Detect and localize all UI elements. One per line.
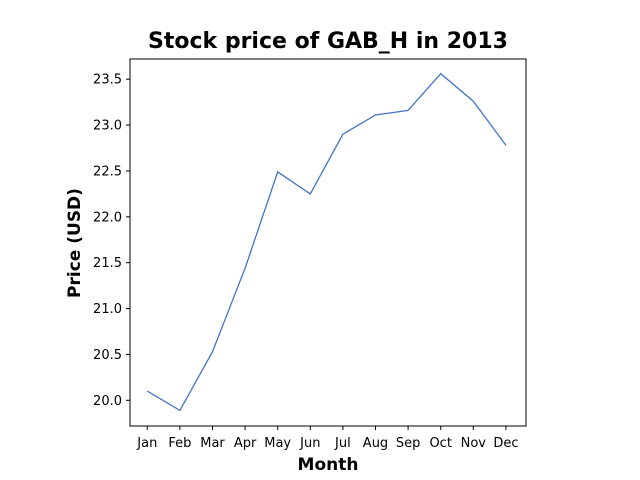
x-tick-label: Mar [200,436,225,451]
x-tick-label: Apr [234,436,257,451]
y-tick-label: 20.5 [93,348,122,363]
x-axis-label: Month [298,455,359,475]
x-tick-label: Feb [168,436,191,451]
x-tick-label: Oct [429,436,451,451]
x-tick-label: Jul [334,436,351,451]
x-tick-label: May [264,436,291,451]
y-axis: 20.0 20.5 21.0 21.5 22.0 22.5 23.0 23.5 [93,73,130,409]
y-tick-label: 21.0 [93,302,122,317]
y-tick-label: 23.0 [93,119,122,134]
x-tick-label: Aug [363,436,388,451]
x-tick-label: Jun [299,436,320,451]
plot-area-frame [129,58,527,427]
x-axis: Jan Feb Mar Apr May Jun Jul Aug Sep Oct Nov Dec [136,426,518,451]
x-tick-label: Nov [461,436,487,451]
y-axis-label: Price (USD) [65,188,85,298]
x-tick-label: Jan [136,436,157,451]
x-tick-label: Dec [493,436,518,451]
series-line [146,72,507,412]
y-tick-label: 22.5 [93,164,122,179]
x-tick-label: Sep [396,436,421,451]
y-tick-label: 23.5 [93,73,122,88]
chart-title: Stock price of GAB_H in 2013 [148,29,508,54]
y-tick-label: 20.0 [93,394,122,409]
y-tick-label: 22.0 [93,210,122,225]
y-tick-label: 21.5 [93,256,122,271]
